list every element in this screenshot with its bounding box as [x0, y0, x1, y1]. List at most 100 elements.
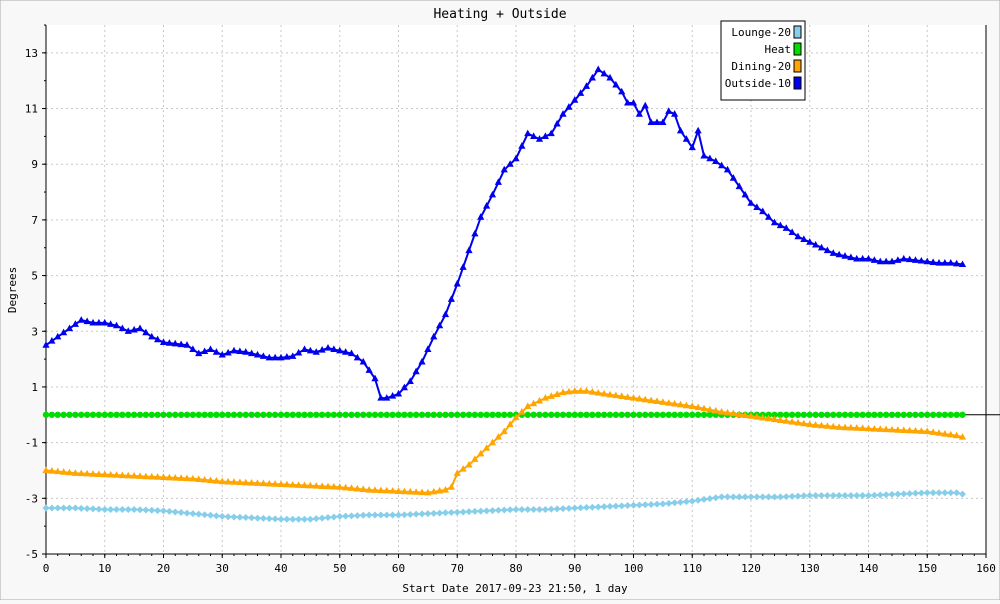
data-point [759, 207, 767, 215]
data-point [300, 481, 309, 489]
data-point [594, 388, 602, 396]
x-tick-label: 160 [976, 562, 996, 575]
data-point [253, 350, 262, 358]
data-point [89, 411, 97, 418]
data-point [829, 492, 837, 500]
data-point [112, 321, 121, 329]
data-point [911, 426, 920, 434]
data-point [771, 493, 778, 501]
data-point [829, 249, 837, 256]
data-point [541, 394, 549, 401]
data-point [359, 511, 367, 519]
series-group [42, 65, 967, 523]
data-point [236, 411, 244, 418]
data-point [265, 353, 273, 361]
data-point [759, 493, 767, 501]
data-point [900, 411, 907, 418]
data-point [101, 411, 108, 418]
data-point [124, 327, 132, 334]
y-tick-label: 5 [31, 270, 38, 283]
data-point [48, 467, 56, 474]
data-point [941, 489, 949, 497]
data-point [929, 489, 937, 497]
data-point [406, 510, 414, 518]
data-point [894, 426, 902, 433]
data-point [682, 401, 690, 409]
data-point [330, 513, 338, 521]
x-tick-label: 30 [216, 562, 229, 575]
data-point [911, 256, 920, 263]
data-point [407, 411, 414, 418]
data-point [541, 505, 549, 513]
data-point [248, 349, 256, 357]
data-point [300, 345, 309, 352]
data-point [500, 165, 508, 173]
data-point [248, 479, 256, 486]
data-point [224, 513, 232, 521]
data-point [148, 472, 156, 480]
data-point [148, 411, 155, 418]
data-point [864, 424, 873, 432]
data-point [295, 515, 303, 523]
data-point [471, 229, 479, 237]
data-point [729, 493, 737, 501]
data-point [42, 341, 50, 348]
data-point [107, 505, 115, 513]
series-outside-10 [42, 65, 967, 401]
data-point [224, 348, 232, 356]
data-point [571, 411, 578, 418]
data-point [718, 408, 726, 415]
data-point [688, 143, 696, 151]
data-point [83, 317, 91, 325]
data-point [418, 357, 426, 365]
data-point [124, 505, 132, 513]
data-point [559, 411, 567, 418]
data-point [342, 512, 350, 520]
data-point [295, 481, 303, 488]
data-point [118, 505, 126, 513]
data-point [236, 513, 244, 521]
data-point [518, 408, 526, 415]
data-point [647, 118, 655, 126]
data-point [312, 348, 320, 355]
data-point [72, 411, 79, 418]
data-point [453, 469, 461, 476]
data-point [870, 491, 878, 499]
data-point [394, 389, 403, 397]
data-point [630, 411, 637, 418]
data-point [606, 73, 614, 81]
data-point [177, 509, 185, 517]
data-point [418, 411, 426, 418]
data-point [771, 411, 778, 418]
data-point [806, 411, 813, 418]
data-point [823, 246, 831, 254]
data-point [42, 411, 50, 418]
data-point [412, 488, 420, 495]
data-point [213, 411, 220, 418]
data-point [165, 473, 173, 481]
data-point [494, 178, 502, 185]
data-point [177, 340, 185, 348]
data-point [471, 455, 479, 462]
data-point [95, 505, 103, 513]
data-point [723, 165, 732, 173]
data-point [835, 411, 843, 418]
data-point [700, 404, 708, 412]
data-point [806, 238, 814, 245]
data-point [841, 252, 849, 259]
data-point [776, 493, 784, 501]
data-point [694, 496, 702, 504]
data-point [853, 424, 861, 431]
data-point [817, 243, 826, 251]
data-point [929, 411, 937, 418]
data-point [195, 510, 203, 518]
data-point [876, 491, 884, 499]
data-point [212, 512, 220, 520]
data-point [547, 129, 555, 137]
data-point [547, 392, 555, 399]
data-point [324, 514, 332, 522]
data-point [89, 505, 97, 513]
data-point [371, 374, 379, 382]
data-point [583, 504, 590, 512]
